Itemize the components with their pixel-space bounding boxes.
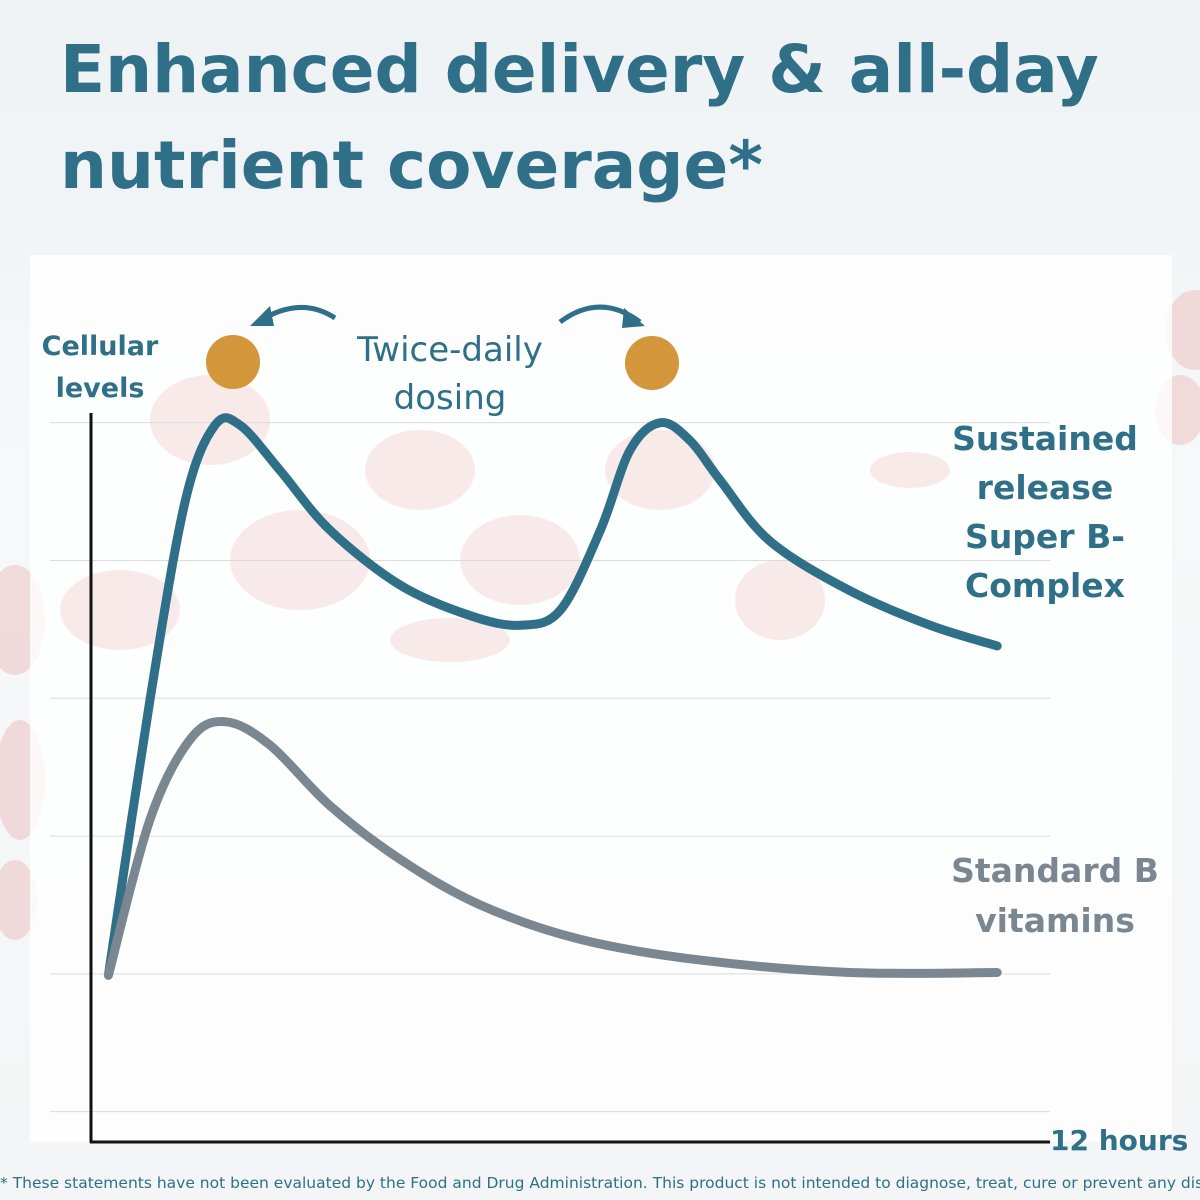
y-axis-label: Cellular levels: [41, 331, 159, 404]
x-axis-label: 12 hours: [1050, 1124, 1189, 1157]
series-line: [103, 717, 1002, 980]
pill-icon: [625, 336, 679, 390]
series-label: Sustained release Super B- Complex: [952, 419, 1138, 605]
series-line: [103, 413, 1002, 980]
arrow-head: [622, 308, 645, 328]
annotation: Twice-daily dosing: [357, 330, 543, 418]
chart-title: Enhanced delivery & all-day nutrient cov…: [60, 31, 1099, 204]
arrow-head: [250, 306, 274, 326]
series-label: Standard B vitamins: [951, 851, 1159, 940]
footnote: * These statements have not been evaluat…: [0, 1174, 1200, 1192]
pill-icon: [206, 335, 260, 389]
